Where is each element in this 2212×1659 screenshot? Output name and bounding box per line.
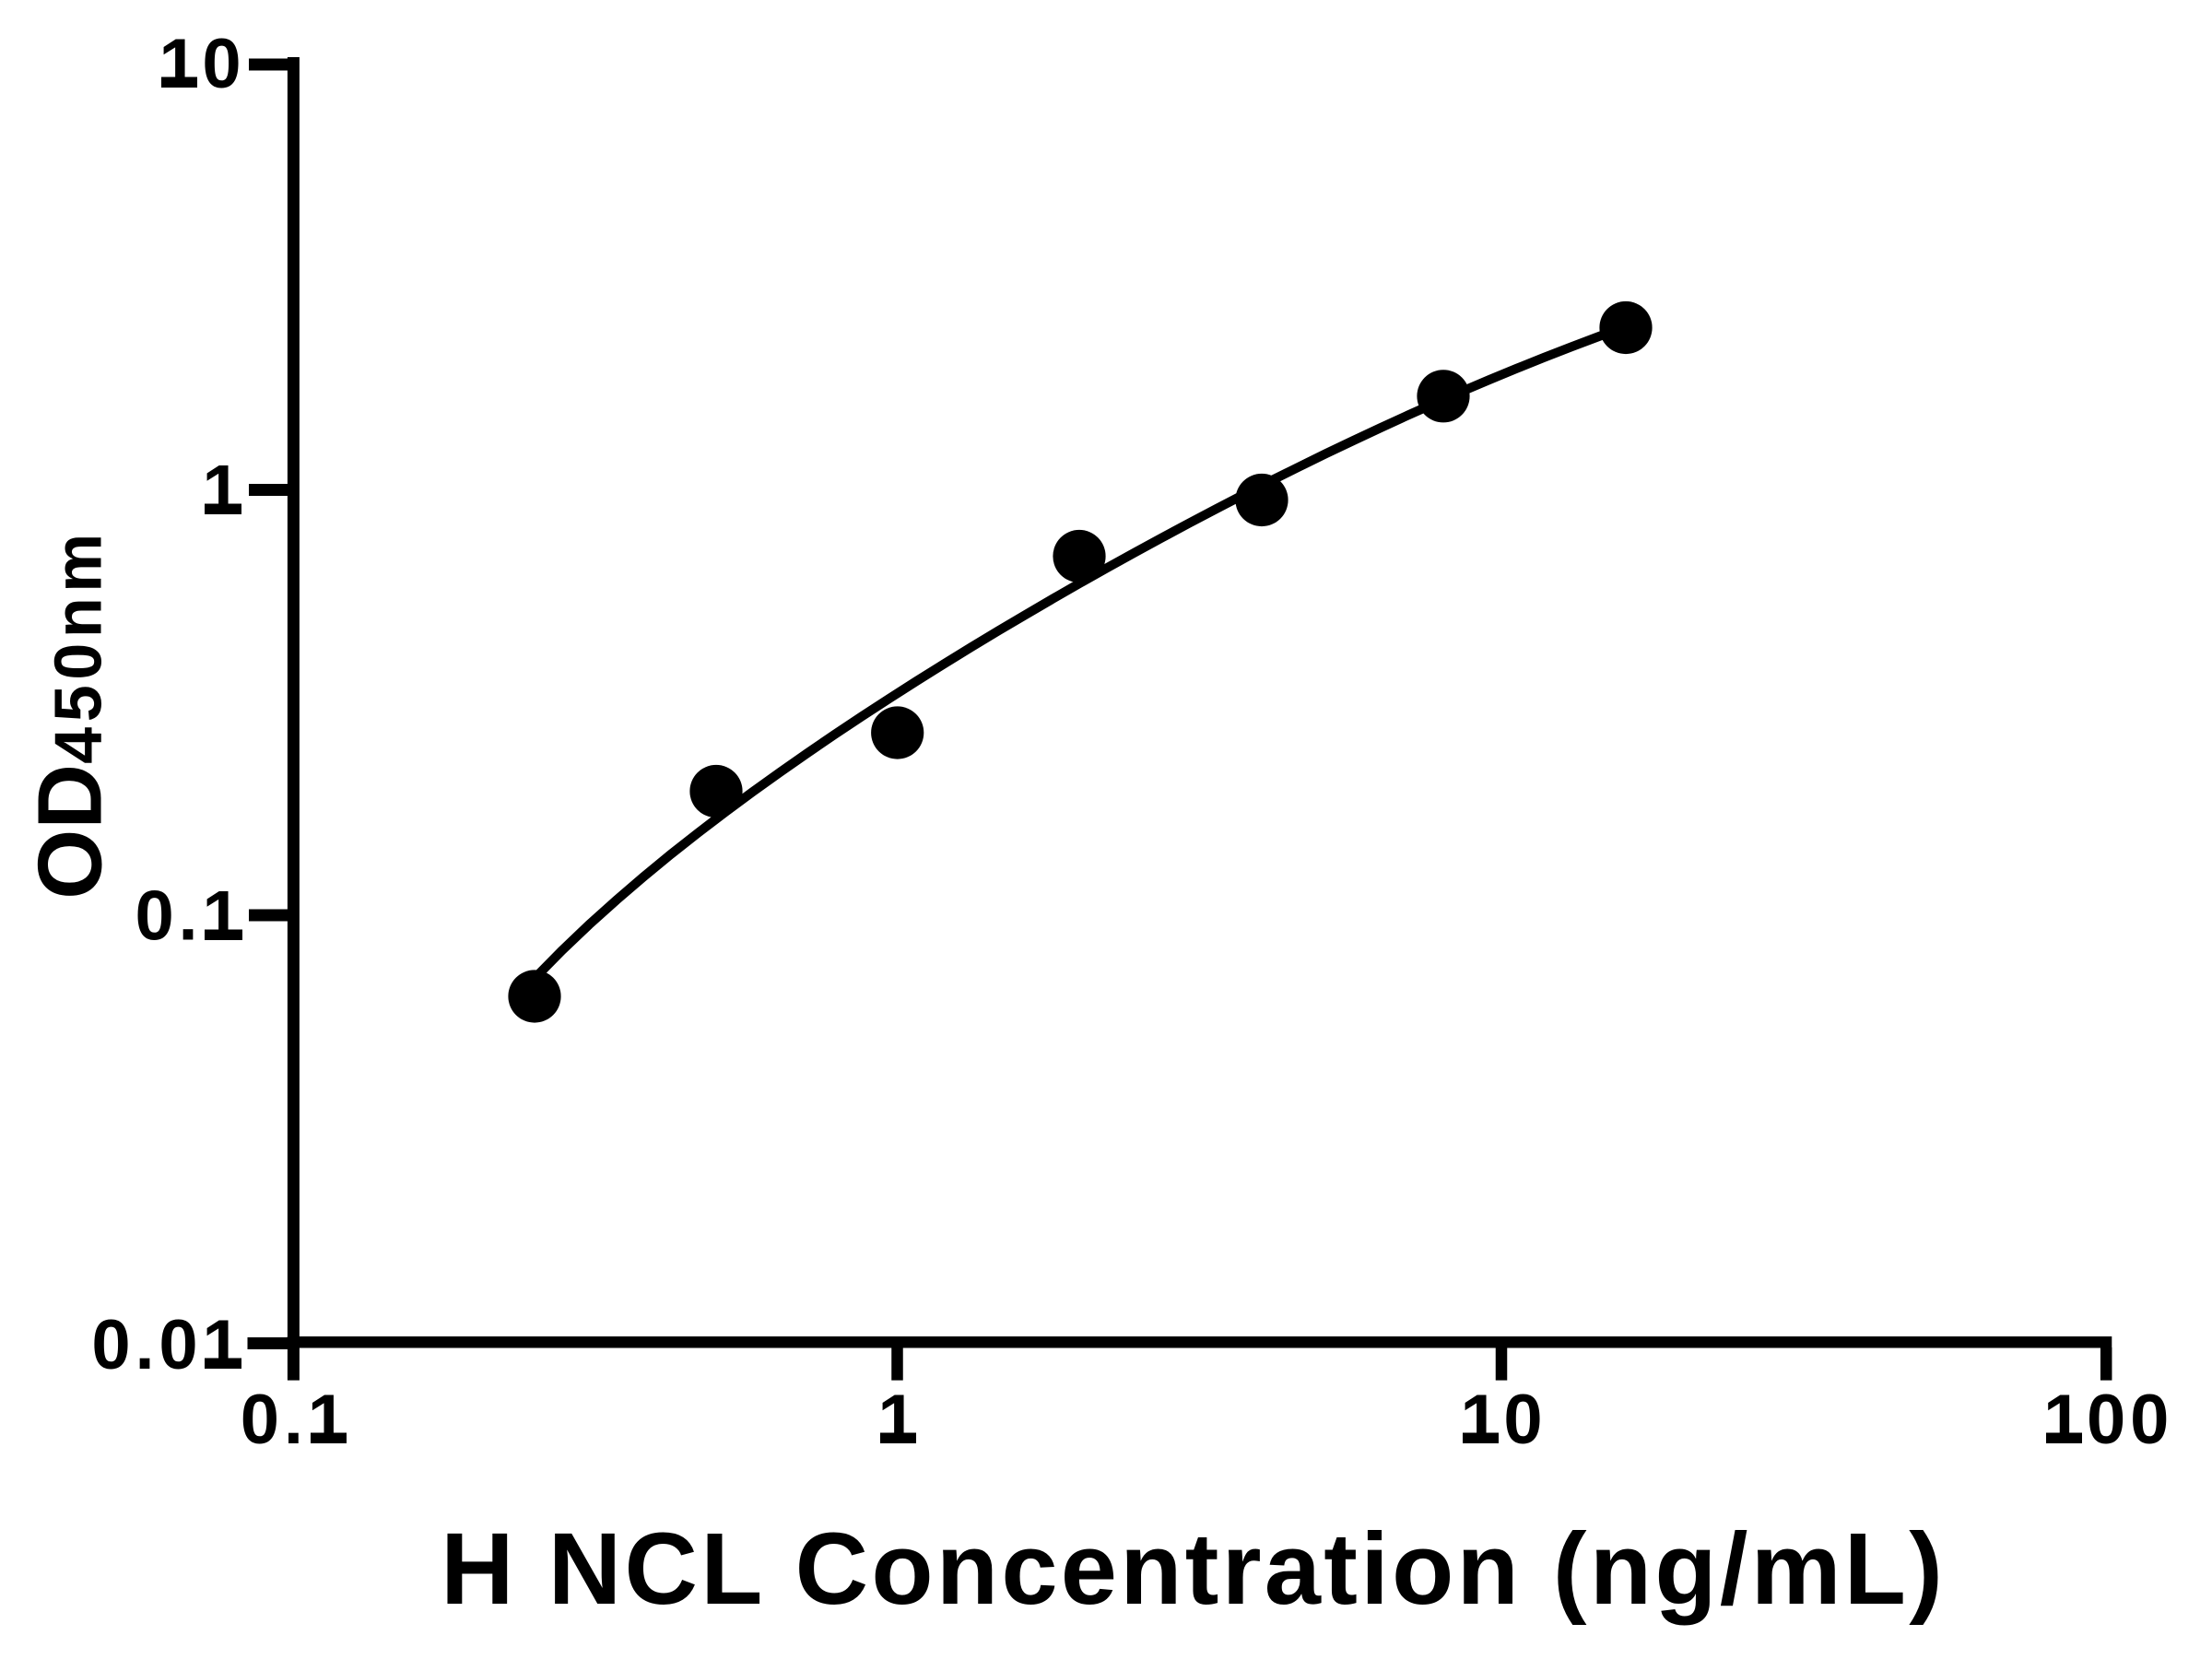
svg-text:0.1: 0.1 [135, 877, 245, 956]
svg-text:10: 10 [1460, 1381, 1547, 1459]
svg-text:OD450nm: OD450nm [19, 528, 121, 900]
svg-text:H NCL Concentration (ng/mL): H NCL Concentration (ng/mL) [441, 1512, 1946, 1626]
svg-text:1: 1 [202, 452, 245, 530]
svg-text:100: 100 [2043, 1381, 2173, 1459]
svg-text:0.01: 0.01 [91, 1306, 245, 1384]
svg-text:10: 10 [159, 25, 245, 103]
svg-text:1: 1 [877, 1381, 921, 1459]
svg-text:0.1: 0.1 [241, 1381, 351, 1459]
